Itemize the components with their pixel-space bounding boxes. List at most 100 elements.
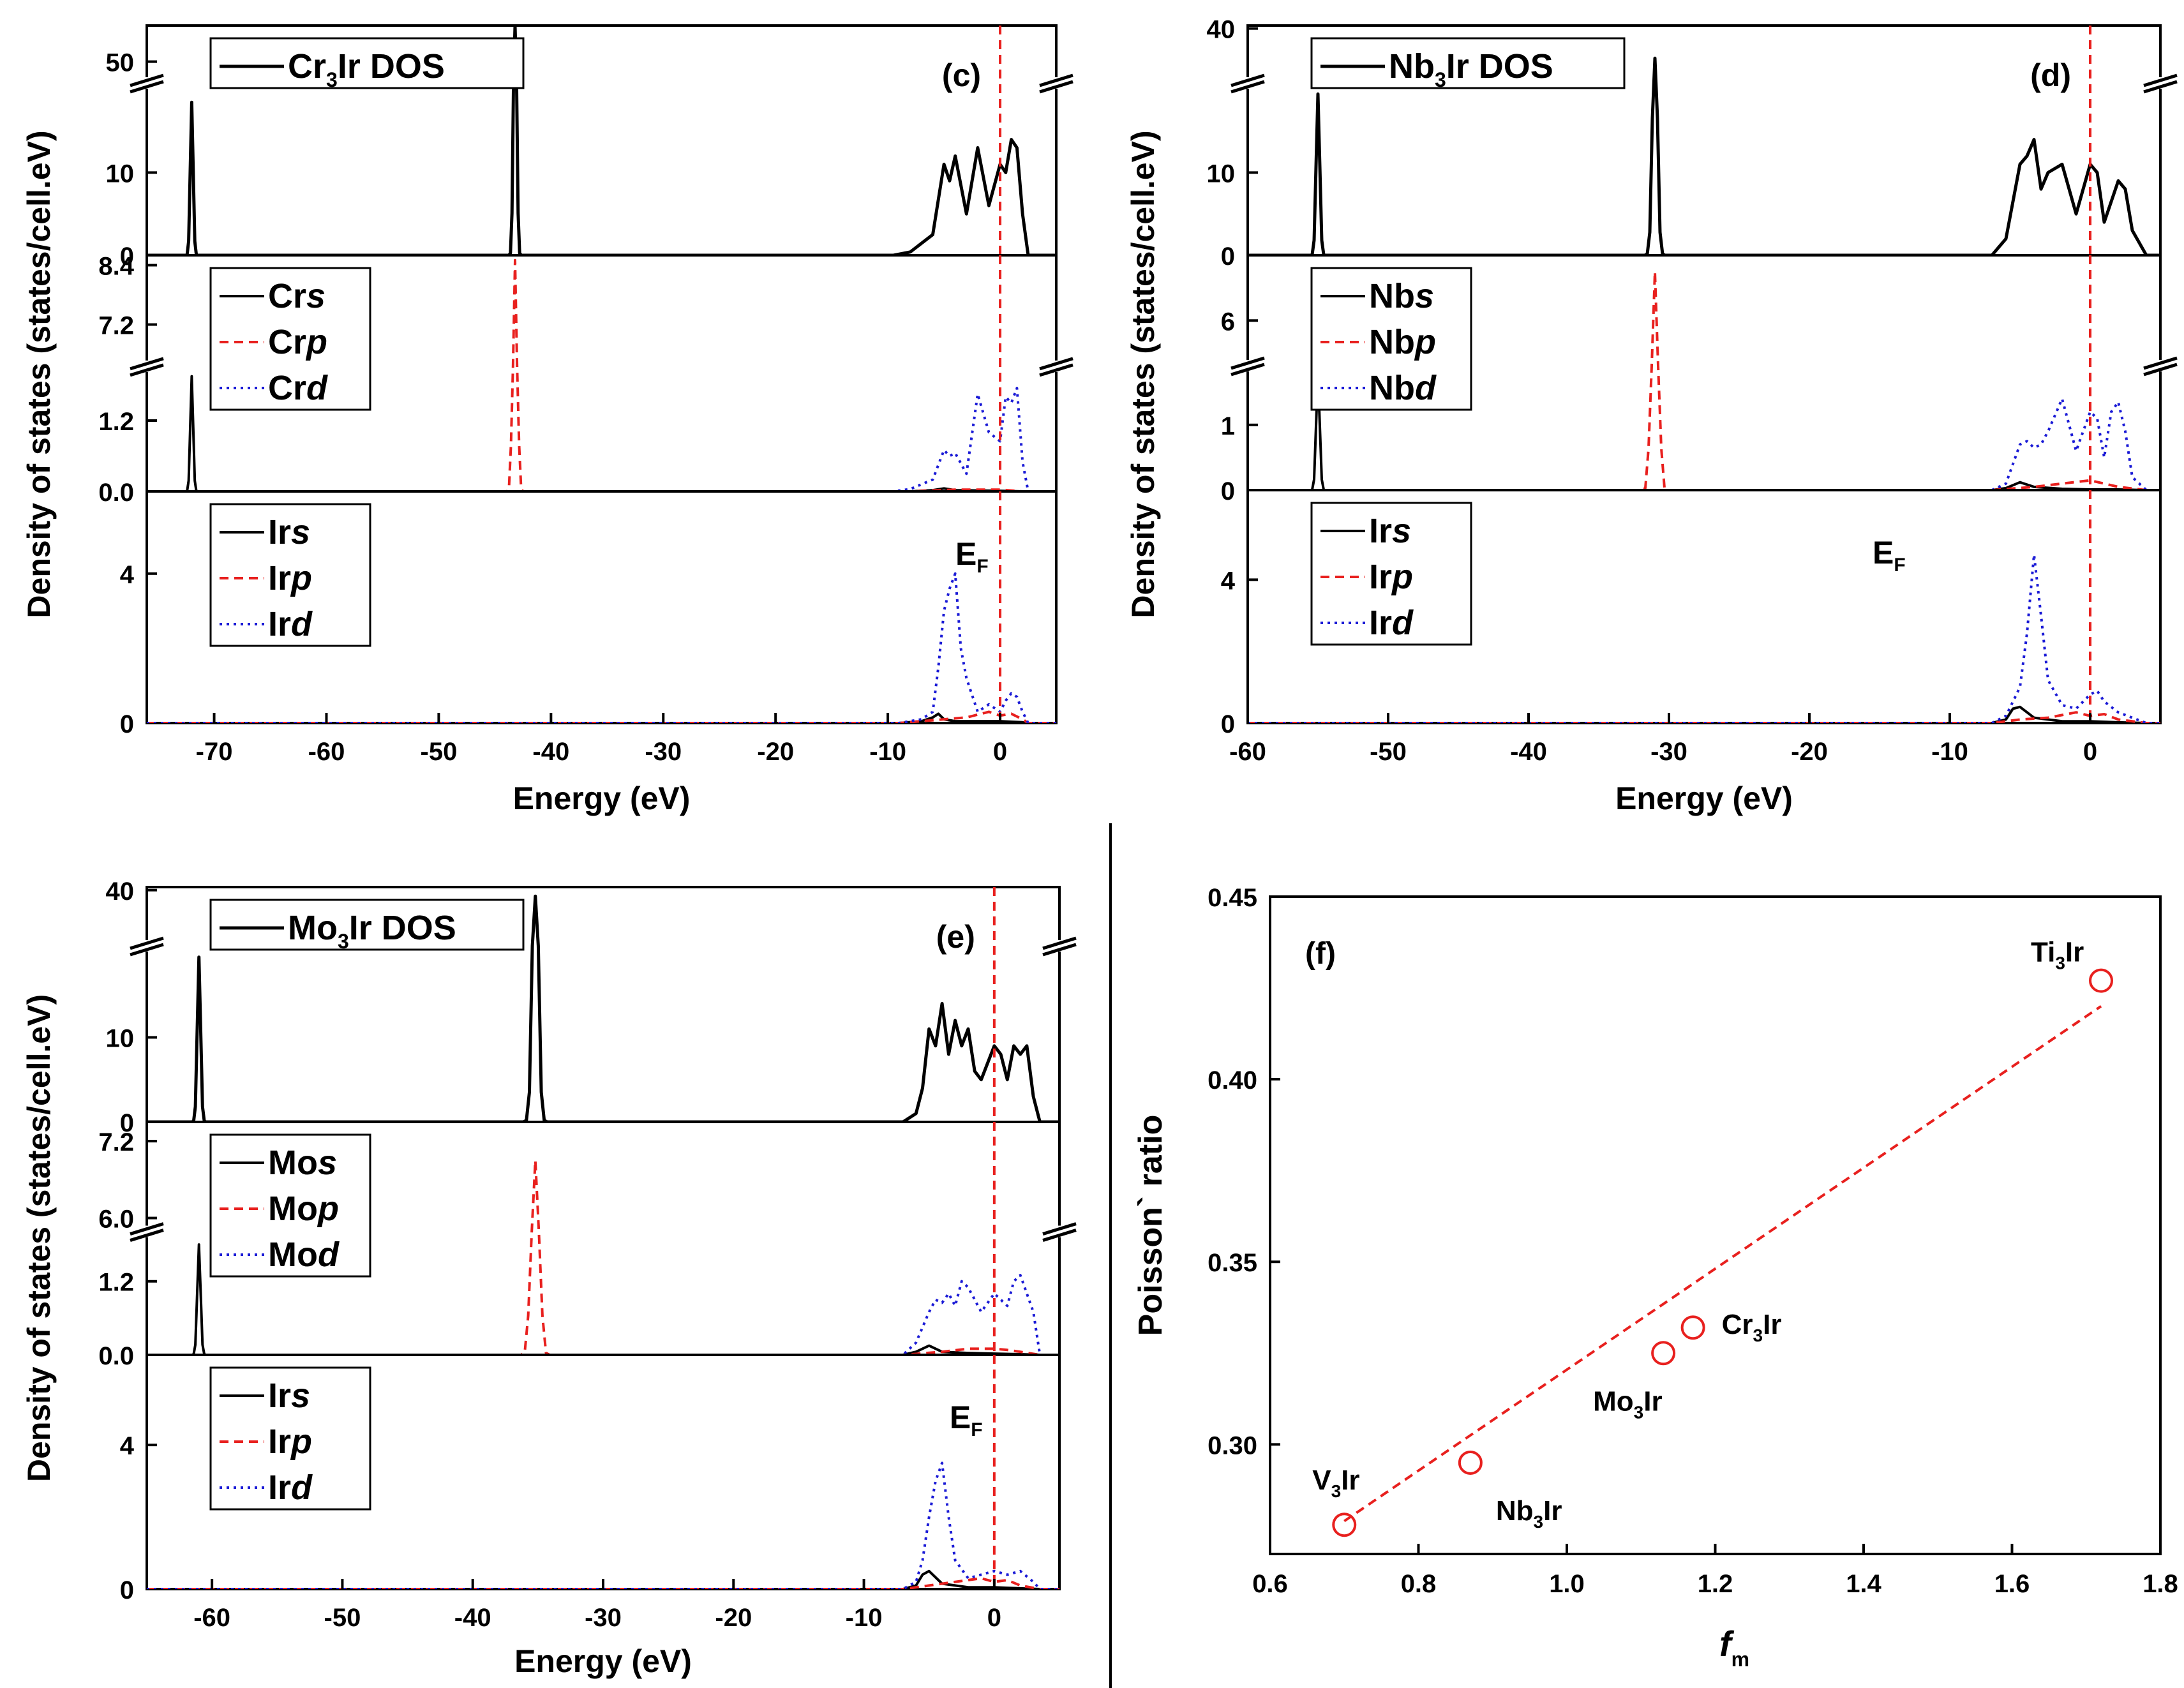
legend-orbital: s	[1415, 277, 1434, 315]
legend-orbital: d	[291, 1468, 313, 1507]
y-tick-label: 1.2	[98, 408, 134, 436]
legend-entry: Ird	[268, 1468, 313, 1507]
axis-break-mark	[130, 80, 164, 94]
y-tick-label: 0	[1221, 477, 1235, 505]
point-label-text: Mo	[1593, 1386, 1634, 1417]
y-tick-label: 7.2	[98, 312, 134, 340]
point-label-text: V	[1312, 1465, 1331, 1496]
x-tick-label: -10	[1931, 738, 1968, 766]
x-tick-label: -10	[846, 1604, 883, 1632]
series-line-d	[147, 1461, 1059, 1589]
series-line-p	[1248, 711, 2160, 723]
legend-box	[209, 1366, 371, 1511]
y-tick-label: 0	[120, 243, 134, 271]
point-label: Nb3Ir	[1496, 1495, 1562, 1532]
series-group	[147, 572, 1056, 723]
x-tick-label: -60	[1229, 738, 1266, 766]
fermi-label-subscript: F	[971, 1419, 982, 1440]
x-tick-label: -40	[532, 738, 569, 766]
legend-orbital: p	[290, 1423, 312, 1461]
y-axis-label: Density of states (states/cell.eV)	[21, 130, 57, 618]
legend-entry: Nbd	[1369, 369, 1437, 407]
point-label-text: Nb	[1496, 1495, 1534, 1527]
legend-orbital: d	[318, 1236, 340, 1274]
y-tick-label: 40	[1207, 16, 1236, 44]
legend-entry: Irs	[1369, 512, 1411, 550]
legend-entry: Ird	[1369, 604, 1414, 642]
x-axis: -60 -50 -40 -30 -20 -10 0 Energy (eV)	[193, 1579, 1001, 1679]
x-tick-label: -60	[308, 738, 345, 766]
y-tick-label: 1	[1221, 412, 1235, 440]
y-tick-label: 10	[106, 1025, 135, 1053]
axis-break-mark	[130, 1229, 164, 1242]
series-line-d	[1248, 397, 2160, 490]
legend-entry: Mod	[268, 1236, 340, 1274]
fermi-label-subscript: F	[1894, 555, 1905, 576]
legend-orbital: d	[291, 605, 313, 643]
legend-entry: Nbs	[1369, 277, 1434, 315]
legend-text: Cr	[268, 277, 306, 315]
series-line-p	[147, 710, 1056, 723]
point-label: Mo3Ir	[1593, 1386, 1662, 1422]
x-tick-label: 1.4	[1846, 1570, 1881, 1598]
series-line-p	[1248, 270, 2160, 490]
series-line-p	[147, 1577, 1059, 1589]
legend-box	[1310, 37, 1626, 89]
legend: Mo3Ir DOS	[209, 899, 525, 953]
subplot-0: 0 10 40 Mo3Ir DOS (e)	[106, 878, 1077, 1137]
point-label-subscript: 3	[2055, 953, 2065, 973]
x-axis-label: Energy (eV)	[1615, 781, 1793, 816]
legend-text: Ir	[1369, 558, 1392, 596]
legend-entry: Nb3Ir DOS	[1389, 47, 1553, 91]
x-tick-label: 0	[993, 738, 1007, 766]
legend-text: Ir	[268, 513, 291, 551]
legend-orbital: s	[291, 513, 310, 551]
fermi-label: EF	[955, 536, 989, 577]
legend-entry: Mop	[268, 1190, 339, 1228]
legend-box	[209, 1133, 371, 1278]
series-group	[147, 1461, 1059, 1589]
point-label: Cr3Ir	[1722, 1309, 1782, 1345]
panel-label: (d)	[2030, 57, 2071, 93]
axis-break-mark	[1039, 73, 1073, 87]
x-tick-label: -60	[193, 1604, 230, 1632]
legend-subscript: 3	[338, 930, 349, 953]
legend-box	[209, 503, 371, 647]
legend-text: Ir	[1369, 604, 1392, 642]
legend-text: Ir	[268, 1423, 291, 1461]
legend-orbital: s	[318, 1144, 337, 1182]
point-label-text: Ir	[1341, 1465, 1359, 1496]
point-label-text: Ir	[1543, 1495, 1562, 1527]
x-tick-label: -20	[757, 738, 794, 766]
data-point	[1651, 1341, 1676, 1366]
x-axis-label: Energy (eV)	[514, 1643, 692, 1679]
legend-text: Ir	[268, 1468, 291, 1507]
axis-break-mark	[130, 363, 164, 377]
y-axis-label: Density of states (states/cell.eV)	[21, 994, 57, 1482]
legend-entry: Irs	[268, 1377, 310, 1415]
series-group	[1248, 56, 2160, 255]
series-line-d	[147, 1274, 1059, 1355]
legend-box	[1310, 502, 1472, 646]
point-label-text: Ir	[1643, 1386, 1662, 1417]
series-line-s	[1248, 705, 2160, 723]
axis-break-mark	[1039, 357, 1073, 371]
point-label-subscript: 3	[1331, 1481, 1342, 1501]
point-label-subscript: 3	[1534, 1512, 1544, 1532]
legend-text: Cr	[268, 369, 306, 407]
axis-break-mark	[130, 943, 164, 957]
x-tick-label: -50	[1370, 738, 1407, 766]
legend-box	[209, 267, 371, 411]
data-point	[2089, 968, 2113, 993]
x-tick-label: -70	[196, 738, 233, 766]
y-axis-label: Density of states (states/cell.eV)	[1125, 130, 1161, 618]
legend: Nb3Ir DOS	[1310, 37, 1626, 91]
